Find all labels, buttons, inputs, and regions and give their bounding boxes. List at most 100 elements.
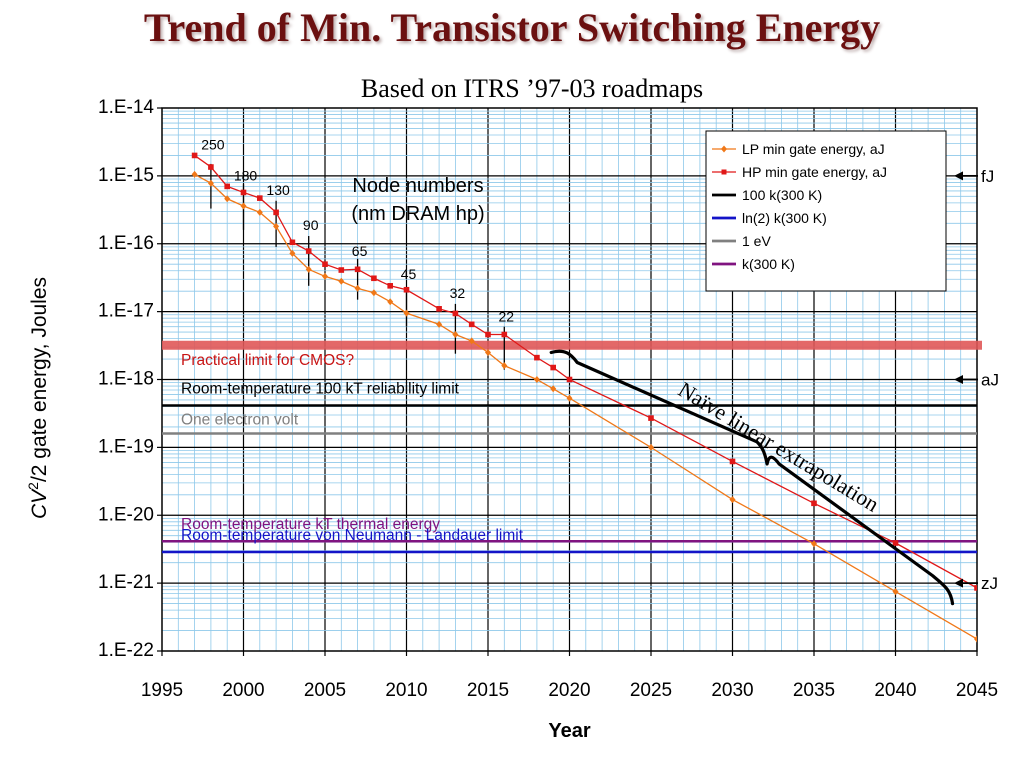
- hp-data-point: [436, 306, 442, 312]
- lp-data-point: [811, 540, 817, 548]
- hp-data-point: [371, 275, 377, 282]
- hp-data-point: [403, 286, 410, 293]
- lp-data-point: [224, 195, 231, 203]
- legend-entry-label: k(300 K): [742, 256, 795, 272]
- x-tick-label: 2025: [630, 680, 672, 701]
- hp-data-point: [648, 415, 654, 421]
- unit-label: aJ: [981, 371, 999, 390]
- data-series: [191, 152, 977, 643]
- limit-label: One electron volt: [181, 412, 299, 429]
- node-label: 45: [401, 266, 417, 282]
- lp-data-point: [566, 394, 573, 402]
- lp-data-point: [974, 635, 977, 643]
- legend-entry-label: ln(2) k(300 K): [742, 210, 827, 226]
- hp-data-point: [240, 189, 247, 196]
- unit-label: zJ: [981, 574, 998, 593]
- y-tick-label: 1.E-15: [98, 165, 154, 186]
- hp-data-point: [501, 331, 508, 338]
- lp-data-point: [370, 289, 377, 297]
- x-tick-label: 2040: [874, 680, 916, 701]
- hp-data-point: [729, 458, 736, 465]
- lp-data-point: [240, 202, 247, 210]
- unit-markers: fJ aJ zJ: [954, 167, 999, 593]
- y-tick-label: 1.E-16: [98, 233, 154, 254]
- hp-data-point: [485, 331, 491, 338]
- limit-label: Practical limit for CMOS?: [181, 352, 354, 369]
- legend-entry-label: 100 k(300 K): [742, 187, 822, 203]
- extrapolation-bracket: Naïve linear extrapolation: [549, 349, 955, 606]
- y-tick-label: 1.E-21: [98, 572, 154, 593]
- unit-arrow-head: [954, 375, 963, 384]
- hp-data-point: [208, 164, 214, 170]
- lp-data-point: [305, 265, 312, 273]
- legend: LP min gate energy, aJ HP min gate energy…: [705, 130, 947, 292]
- x-tick-label: 2030: [711, 680, 753, 701]
- x-tick-label: 2020: [548, 680, 590, 701]
- unit-label: fJ: [981, 167, 994, 186]
- hp-data-point: [387, 283, 393, 289]
- hp-data-point: [224, 183, 230, 190]
- y-tick-label: 1.E-22: [98, 640, 154, 661]
- x-axis-label: Year: [548, 720, 590, 742]
- unit-arrow-head: [954, 578, 963, 588]
- lp-data-point: [273, 222, 280, 230]
- node-label: 180: [234, 168, 258, 184]
- x-tick-label: 2045: [956, 680, 998, 701]
- hp-data-point: [289, 239, 296, 246]
- hp-data-point: [534, 354, 540, 361]
- hp-data-point: [338, 267, 345, 273]
- y-tick-label: 1.E-20: [98, 504, 154, 525]
- lp-data-point: [256, 208, 263, 216]
- node-label: 65: [352, 243, 368, 259]
- y-tick-label: 1.E-17: [98, 301, 154, 322]
- slide-subtitle: Based on ITRS ’97-03 roadmaps: [360, 74, 704, 103]
- limit-label: Room-temperature kT thermal energy: [181, 516, 440, 533]
- y-tick-label: 1.E-19: [98, 436, 154, 457]
- lp-data-point: [729, 496, 736, 504]
- x-tick-label: 2010: [385, 680, 427, 701]
- hp-data-point: [468, 321, 475, 328]
- y-axis-label: CV2/2 gate energy, Joules: [25, 277, 51, 519]
- legend-entry-label: 1 eV: [742, 233, 771, 249]
- limit-label: Room-temperature 100 kT reliability limi…: [181, 380, 460, 397]
- lp-data-point: [452, 331, 459, 339]
- x-tick-label: 1995: [141, 680, 183, 701]
- lp-data-point: [338, 277, 345, 285]
- limit-label: Room-temperature von Neumann - Landauer …: [181, 527, 524, 544]
- node-numbers-heading: Node numbers: [352, 175, 483, 197]
- hp-data-point: [354, 266, 361, 273]
- lp-data-point: [354, 284, 361, 292]
- legend-entry-label: HP min gate energy, aJ: [742, 164, 887, 180]
- node-label: 90: [303, 217, 319, 233]
- lp-data-point: [387, 298, 394, 306]
- lp-data-point: [648, 443, 654, 451]
- hp-data-point: [566, 376, 573, 383]
- lp-data-point: [403, 309, 410, 317]
- node-label: 32: [450, 285, 466, 301]
- node-markers: 250 180 130 90 65 45 32 22 Node numbers (nm DRAM …: [201, 136, 515, 370]
- hp-data-point: [257, 195, 263, 201]
- lp-data-point: [207, 179, 214, 187]
- unit-arrow-head: [954, 171, 963, 181]
- hp-data-point: [191, 152, 198, 159]
- node-label: 130: [266, 182, 290, 198]
- lp-data-point: [436, 320, 443, 328]
- node-label: 22: [499, 308, 515, 324]
- x-tick-label: 2035: [793, 680, 835, 701]
- legend-entry-label: LP min gate energy, aJ: [742, 141, 885, 157]
- legend-swatch-marker: [721, 145, 727, 153]
- y-tick-label: 1.E-14: [98, 97, 154, 118]
- hp-data-point: [322, 261, 328, 267]
- hp-data-point: [550, 364, 556, 371]
- x-tick-label: 2015: [467, 680, 509, 701]
- y-axis-label-cv: CV: [28, 488, 51, 519]
- x-tick-label: 2000: [222, 680, 264, 701]
- node-numbers-heading: (nm DRAM hp): [351, 203, 484, 225]
- slide-title: Trend of Min. Transistor Switching Energ…: [143, 5, 881, 50]
- lp-data-point: [191, 170, 198, 178]
- extrapolation-brace: [549, 349, 955, 606]
- lp-data-point: [289, 249, 296, 257]
- hp-data-point: [892, 540, 899, 546]
- y-axis-label-sup: 2: [25, 482, 41, 490]
- legend-box: [705, 130, 947, 292]
